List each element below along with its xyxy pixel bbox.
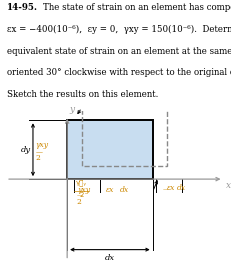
Text: dx: dx (176, 184, 185, 192)
Text: y: y (69, 105, 74, 114)
Text: dy: dy (20, 146, 30, 154)
Text: oriented 30° clockwise with respect to the original element.: oriented 30° clockwise with respect to t… (7, 68, 231, 77)
Text: γxy: γxy (77, 186, 90, 194)
Text: —: — (35, 148, 42, 156)
Bar (82, 108, 167, 166)
Text: 2: 2 (79, 192, 84, 198)
Text: 2: 2 (35, 154, 40, 162)
Text: x: x (225, 181, 230, 190)
Text: The state of strain on an element has components: The state of strain on an element has co… (43, 3, 231, 12)
Text: εx = −400(10⁻⁶),  εy = 0,  γxy = 150(10⁻⁶).  Determine  the: εx = −400(10⁻⁶), εy = 0, γxy = 150(10⁻⁶)… (7, 25, 231, 34)
Text: Sketch the results on this element.: Sketch the results on this element. (7, 90, 158, 99)
Text: εx: εx (167, 184, 175, 192)
Text: γᵯᵧ: γᵯᵧ (76, 180, 87, 186)
Text: dx: dx (119, 186, 128, 194)
Text: γxy: γxy (35, 141, 48, 149)
Text: —: — (77, 194, 83, 199)
Text: —: — (162, 187, 168, 192)
Text: 2: 2 (77, 198, 82, 206)
Bar (67, 120, 152, 179)
Text: equivalent state of strain on an element at the same point: equivalent state of strain on an element… (7, 47, 231, 56)
Text: εx: εx (106, 186, 114, 194)
Text: dx: dx (104, 254, 115, 262)
Text: 14-95.: 14-95. (7, 3, 38, 12)
